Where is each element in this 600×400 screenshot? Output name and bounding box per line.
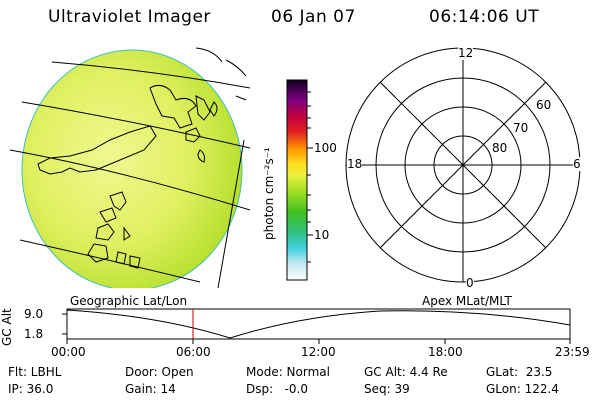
colorbar-gradient [287, 80, 307, 280]
mlt-label-6: 6 [573, 157, 581, 171]
timeline-xtick-0000: 00:00 [51, 345, 86, 359]
latlon-grid [9, 61, 250, 288]
timeline-xtick-0600: 06:00 [176, 345, 211, 359]
colorbar-unit-label: photon cm⁻²s⁻¹ [262, 147, 276, 240]
timeline-frame [66, 308, 571, 340]
earth-disk [21, 49, 243, 288]
mlt-label-18: 18 [347, 157, 363, 171]
timeline-ytick-high: 9.0 [24, 307, 44, 321]
timeline-xtick-2359: 23:59 [555, 345, 590, 359]
timeline-left-title: Geographic Lat/Lon [70, 294, 188, 308]
timeline-ticks [62, 313, 571, 344]
colorbar-frame [286, 79, 308, 281]
status-ip: IP: 36.0 [8, 382, 54, 396]
status-filter: Flt: LBHL [8, 365, 62, 379]
coastlines [37, 47, 247, 269]
status-seq: Seq: 39 [364, 382, 410, 396]
timeline-xtick-1800: 18:00 [428, 345, 463, 359]
mlt-label-0: 0 [466, 276, 474, 290]
lat-label-60: 60 [536, 98, 552, 112]
polar-grid [345, 47, 581, 283]
timeline-right-title: Apex MLat/MLT [422, 294, 512, 308]
status-gc-alt: GC Alt: 4.4 Re [364, 365, 448, 379]
lat-label-80: 80 [492, 141, 508, 155]
status-door: Door: Open [125, 365, 194, 379]
status-gain: Gain: 14 [125, 382, 176, 396]
app-title: Ultraviolet Imager [48, 7, 211, 27]
status-glon: GLon: 122.4 [486, 382, 559, 396]
date-label: 06 Jan 07 [271, 7, 356, 27]
status-dsp: Dsp: -0.0 [246, 382, 309, 396]
colorbar-tick-100: 100 [314, 141, 337, 155]
colorbar-tick-10: 10 [314, 228, 330, 242]
earth-image [9, 47, 250, 288]
mlt-label-12: 12 [458, 46, 474, 60]
timeline-ytick-low: 1.8 [24, 327, 44, 341]
lat-label-70: 70 [513, 121, 529, 135]
status-mode: Mode: Normal [246, 365, 330, 379]
timeline-xtick-1200: 12:00 [301, 345, 336, 359]
altitude-curve [66, 309, 571, 339]
colorbar-ticks [307, 91, 313, 263]
time-label: 06:14:06 UT [429, 7, 540, 27]
timeline-axis-label: GC Alt [0, 308, 14, 346]
status-glat: GLat: 23.5 [486, 365, 553, 379]
